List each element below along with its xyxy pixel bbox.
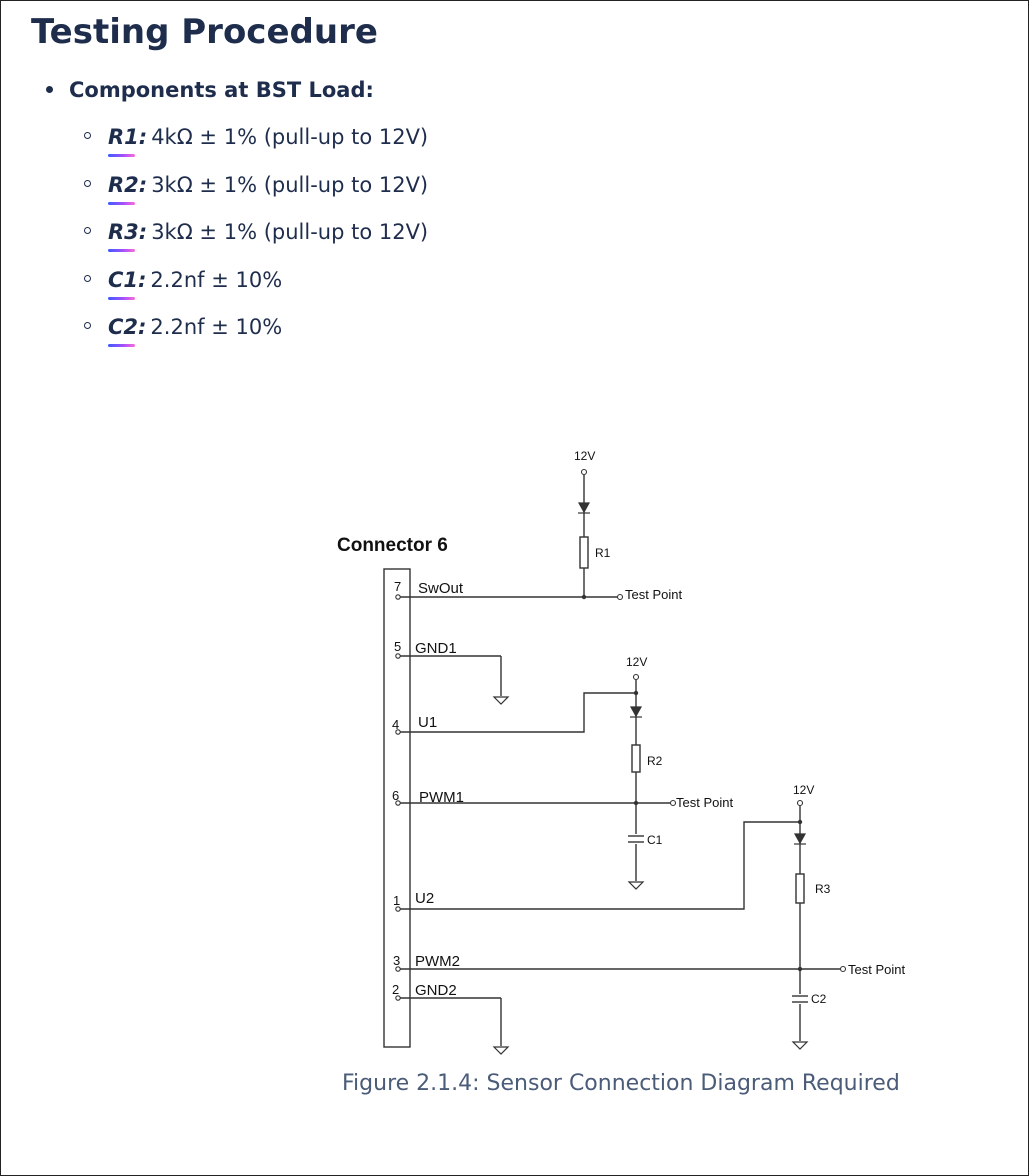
pin-terminal-icon (395, 800, 401, 806)
diode-icon (629, 706, 643, 718)
capacitor-label: C1 (647, 833, 663, 847)
wire-u2 (398, 821, 800, 910)
junction-dot (797, 966, 803, 972)
pin-number: 7 (394, 579, 401, 594)
test-point-icon (616, 593, 624, 601)
component-line: R2: 3kΩ ± 1% (pull-up to 12V) (108, 170, 429, 205)
test-point-label: Test Point (625, 587, 682, 602)
circle-bullet-icon (84, 132, 91, 139)
resistor-r3 (795, 873, 805, 904)
pin-terminal-icon (395, 729, 401, 735)
pin-label: U1 (418, 714, 437, 731)
connector-body (383, 568, 411, 1048)
component-line: C2: 2.2nf ± 10% (108, 312, 283, 347)
pin-label: U2 (415, 890, 434, 907)
connector-title: Connector 6 (337, 535, 448, 556)
test-point-icon (669, 799, 677, 807)
test-point-icon (839, 965, 847, 973)
junction-dot (633, 800, 639, 806)
component-key: R2: (108, 170, 147, 205)
component-value: 2.2nf ± 10% (150, 267, 283, 292)
supply-label: 12V (626, 655, 647, 669)
component-line: C1: 2.2nf ± 10% (108, 265, 283, 300)
junction-dot (581, 594, 587, 600)
supply-label: 12V (574, 449, 595, 463)
diode-icon (793, 833, 807, 845)
resistor-r1 (579, 536, 589, 569)
pin-number: 4 (392, 717, 399, 732)
supply-terminal-icon (632, 673, 640, 681)
pin-label: PWM1 (419, 789, 464, 806)
ground-icon (627, 881, 645, 890)
ground-icon (492, 696, 510, 705)
pin-terminal-icon (395, 653, 401, 659)
pin-label: GND2 (415, 982, 457, 999)
pin-number: 6 (392, 788, 399, 803)
resistor-r2 (631, 744, 641, 773)
test-point-label: Test Point (848, 962, 905, 977)
pin-label: SwOut (418, 580, 464, 597)
component-key: C1: (108, 265, 146, 300)
circle-bullet-icon (84, 322, 91, 329)
pin-label: GND1 (415, 640, 457, 657)
pin-number: 1 (393, 893, 400, 908)
component-value: 2.2nf ± 10% (150, 315, 283, 339)
capacitor-label: C2 (811, 992, 827, 1006)
test-point-label: Test Point (676, 795, 733, 810)
circle-bullet-icon (84, 274, 91, 282)
component-key: C2: (108, 312, 146, 347)
circle-bullet-icon (84, 227, 91, 234)
junction-dot (633, 690, 639, 696)
component-value: 3kΩ ± 1% (pull-up to 12V) (151, 172, 429, 197)
pin-terminal-icon (395, 594, 401, 600)
resistor-label: R2 (647, 754, 663, 768)
component-value: 4kΩ ± 1% (pull-up to 12V) (151, 125, 429, 149)
diode-icon (577, 502, 591, 514)
component-line: R3: 3kΩ ± 1% (pull-up to 12V) (108, 217, 429, 252)
supply-label: 12V (793, 783, 814, 797)
pin-terminal-icon (395, 906, 401, 912)
component-value: 3kΩ ± 1% (pull-up to 12V) (151, 220, 429, 244)
bullet-dot-icon (46, 86, 53, 93)
resistor-label: R3 (815, 882, 831, 896)
wire-u1 (398, 692, 636, 733)
resistor-label: R1 (595, 546, 611, 560)
circle-bullet-icon (84, 179, 91, 187)
pin-number: 5 (394, 639, 401, 654)
supply-terminal-icon (796, 799, 804, 807)
pin-terminal-icon (395, 995, 401, 1001)
component-key: R3: (108, 217, 147, 252)
pin-terminal-icon (395, 966, 401, 972)
ground-icon (492, 1046, 510, 1055)
pin-label: PWM2 (415, 953, 460, 970)
figure-caption: Figure 2.1.4: Sensor Connection Diagram … (342, 1071, 900, 1096)
pin-number: 2 (392, 982, 399, 997)
component-key: R1: (108, 122, 147, 157)
ground-icon (791, 1041, 809, 1050)
pin-number: 3 (393, 953, 400, 968)
component-line: R1: 4kΩ ± 1% (pull-up to 12V) (108, 122, 429, 157)
page-title: Testing Procedure (31, 12, 378, 52)
junction-dot (797, 819, 803, 825)
supply-terminal-icon (580, 468, 588, 476)
main-list-item-label: Components at BST Load: (69, 78, 374, 102)
